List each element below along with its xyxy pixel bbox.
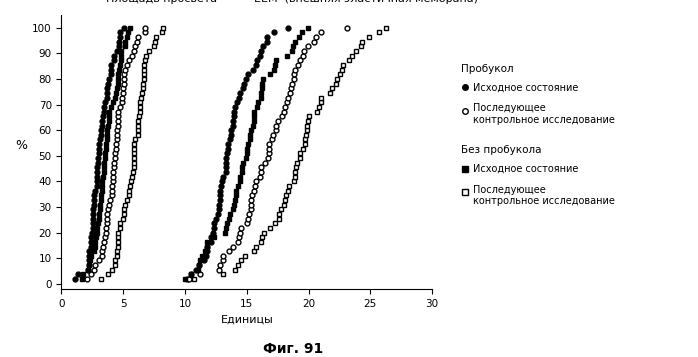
Text: Площадь просвета: Площадь просвета: [106, 0, 217, 4]
Text: ЕЕМ  (внешняя эластичная мембрана): ЕЕМ (внешняя эластичная мембрана): [254, 0, 478, 4]
Text: Без пробукола: Без пробукола: [461, 146, 541, 156]
Y-axis label: %: %: [15, 139, 27, 152]
Text: Пробукол: Пробукол: [461, 64, 513, 74]
Text: Фиг. 91: Фиг. 91: [263, 342, 323, 356]
Text: Последующее
контрольное исследование: Последующее контрольное исследование: [473, 185, 615, 206]
X-axis label: Единицы: Единицы: [221, 314, 273, 324]
Text: Исходное состояние: Исходное состояние: [473, 164, 579, 174]
Text: Исходное состояние: Исходное состояние: [473, 82, 579, 92]
Text: Последующее
контрольное исследование: Последующее контрольное исследование: [473, 103, 615, 125]
